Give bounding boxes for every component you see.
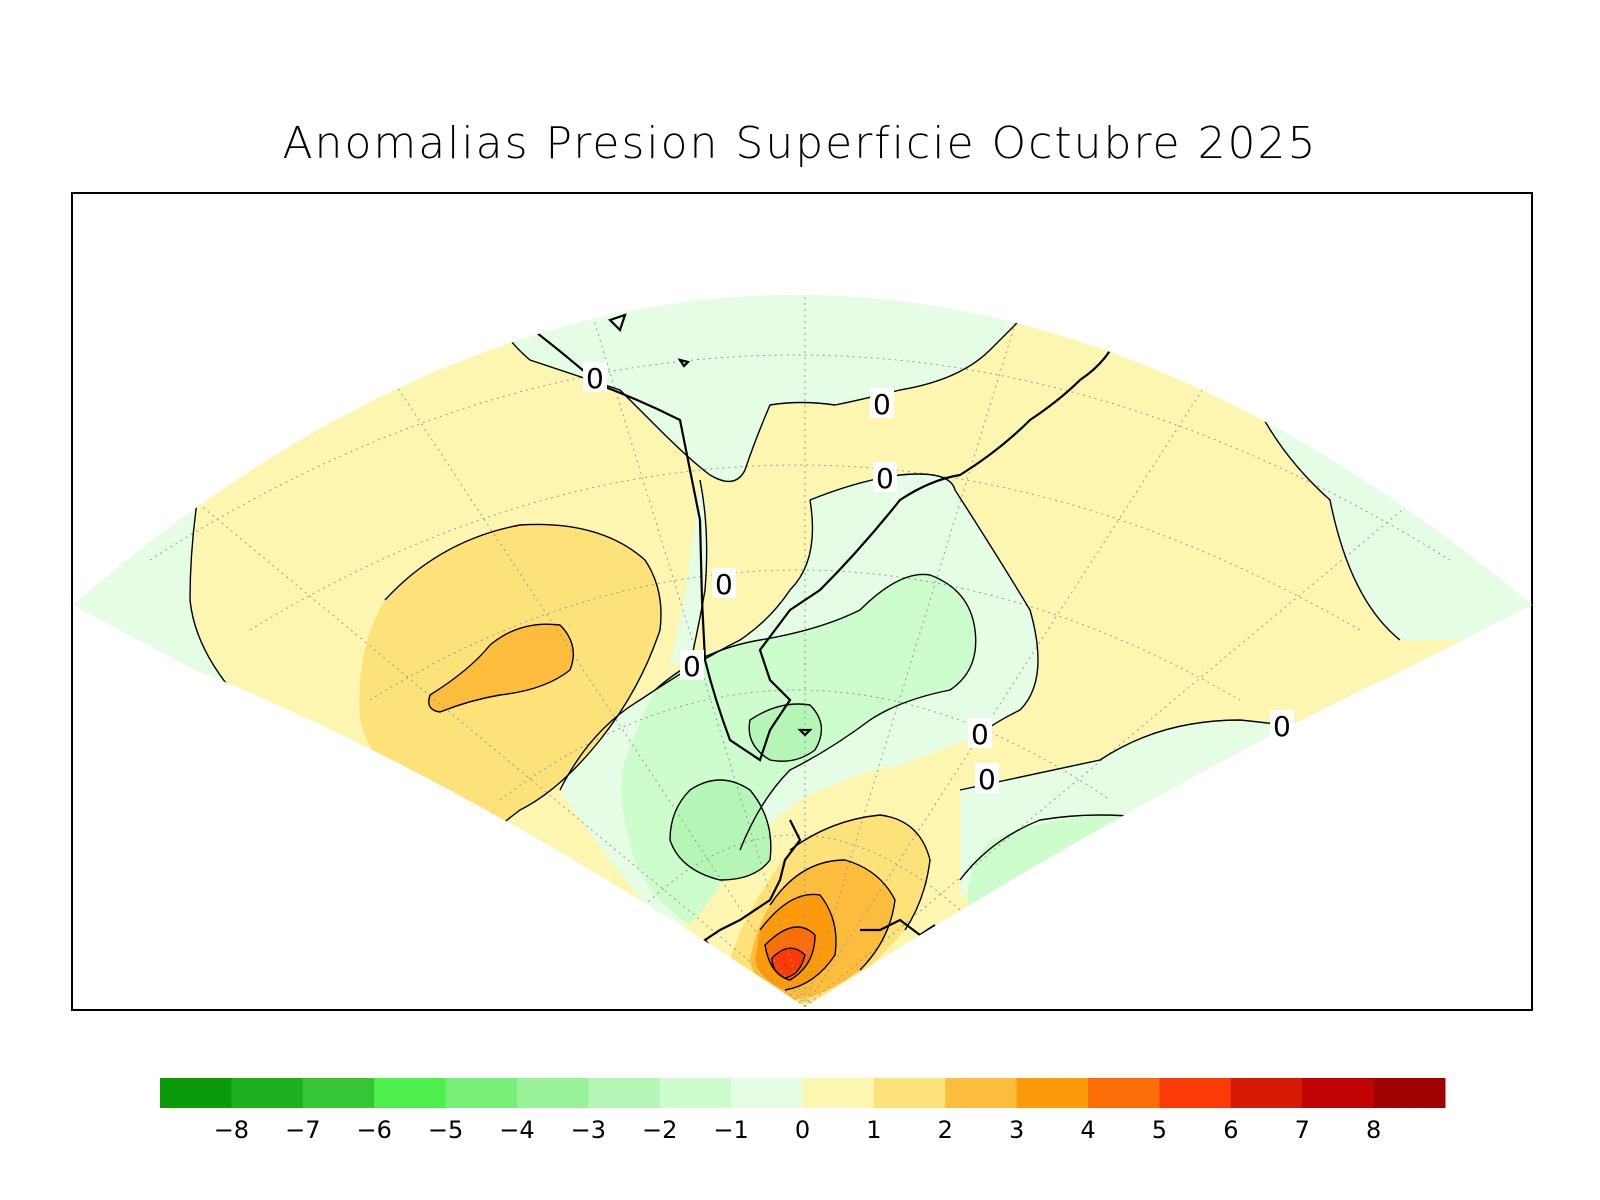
colorbar-swatch — [1373, 1078, 1446, 1108]
colorbar-swatch — [1302, 1078, 1375, 1108]
colorbar-swatch — [659, 1078, 732, 1108]
colorbar-swatch — [374, 1078, 447, 1108]
colorbar-tick-label: −3 — [571, 1116, 606, 1144]
colorbar-swatch — [231, 1078, 304, 1108]
colorbar-tick-label: 8 — [1366, 1116, 1381, 1144]
colorbar-swatch — [802, 1078, 875, 1108]
contour-label: 0 — [873, 388, 891, 421]
colorbar-swatch — [160, 1078, 232, 1108]
colorbar-swatch — [588, 1078, 661, 1108]
colorbar-swatch — [1088, 1078, 1160, 1108]
colorbar-tick-label: −2 — [642, 1116, 677, 1144]
colorbar-swatch — [945, 1078, 1018, 1108]
colorbar-tick-label: −8 — [214, 1116, 249, 1144]
colorbar-swatch — [1016, 1078, 1089, 1108]
colorbar-tick-label: 7 — [1295, 1116, 1310, 1144]
contour-label: 0 — [586, 362, 604, 395]
colorbar-tick-label: 0 — [795, 1116, 810, 1144]
negative-region-andes — [670, 480, 707, 665]
colorbar-tick-label: 1 — [866, 1116, 881, 1144]
colorbar-swatch — [516, 1078, 589, 1108]
positive-region-pacific-core — [428, 624, 574, 712]
contour-labels: 0 0 0 0 0 0 0 0 — [583, 362, 1294, 796]
colorbar-swatch — [873, 1078, 946, 1108]
colorbar-swatch — [445, 1078, 518, 1108]
colorbar-tick-label: 5 — [1152, 1116, 1167, 1144]
negative-region-core-2 — [670, 780, 771, 880]
colorbar-tick-label: −6 — [356, 1116, 391, 1144]
colorbar-swatch — [302, 1078, 375, 1108]
colorbar: −8 −7 −6 −5 −4 −3 −2 −1 0 1 2 3 4 5 6 7 8 — [160, 1078, 1446, 1144]
contour-label: 0 — [971, 718, 989, 751]
colorbar-tick-label: −1 — [713, 1116, 748, 1144]
colorbar-tick-label: 6 — [1223, 1116, 1238, 1144]
colorbar-swatch — [731, 1078, 803, 1108]
colorbar-tick-label: 4 — [1080, 1116, 1095, 1144]
contour-label: 0 — [715, 568, 733, 601]
contour-label: 0 — [683, 650, 701, 683]
negative-region-continent — [499, 295, 1050, 482]
map-title: Anomalias Presion Superficie Octubre 202… — [282, 118, 1318, 169]
colorbar-tick-label: −4 — [499, 1116, 534, 1144]
colorbar-tick-label: 3 — [1009, 1116, 1024, 1144]
colorbar-tick-label: −5 — [428, 1116, 463, 1144]
colorbar-tick-label: −7 — [285, 1116, 320, 1144]
colorbar-tick-label: 2 — [938, 1116, 953, 1144]
colorbar-swatch — [1159, 1078, 1232, 1108]
contour-label: 0 — [1273, 710, 1291, 743]
contour-label: 0 — [978, 763, 996, 796]
contour-label: 0 — [876, 462, 894, 495]
negative-region-core-1 — [749, 704, 822, 762]
colorbar-swatch — [1230, 1078, 1303, 1108]
